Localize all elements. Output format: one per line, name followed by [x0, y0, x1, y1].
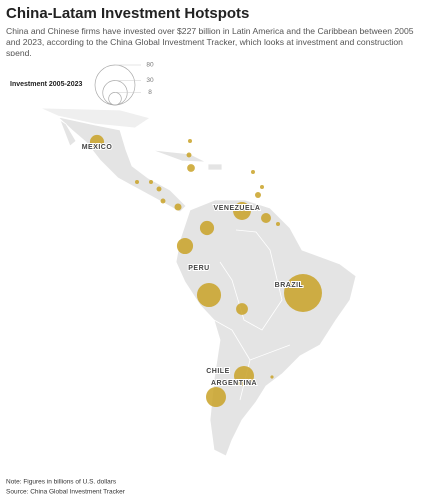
hispaniola [207, 163, 223, 171]
bubble [149, 180, 153, 184]
legend-label: 8 [148, 89, 152, 96]
legend-label: 80 [146, 62, 154, 69]
usa [39, 107, 151, 129]
bubble [156, 186, 162, 192]
bubble [255, 192, 261, 198]
bubble [186, 152, 192, 158]
south-america [175, 199, 357, 457]
bubbles [89, 134, 322, 407]
bubble [233, 202, 251, 220]
legend: 80 30 8 [94, 62, 154, 106]
title: China-Latam Investment Hotspots [6, 5, 249, 22]
bubble [135, 180, 139, 184]
bubble [276, 222, 280, 226]
bubble [174, 203, 182, 211]
legend-title: Investment 2005-2023 [10, 81, 82, 88]
country-label: PERU [188, 265, 209, 272]
legend-circle [94, 64, 136, 106]
legend-label: 30 [146, 77, 154, 84]
bubble [196, 282, 222, 308]
bubble [89, 134, 105, 150]
country-label: ARGENTINA [211, 380, 257, 387]
bubble [199, 220, 215, 236]
cuba [151, 149, 207, 163]
subtitle-box: China and Chinese firms have invested ov… [6, 26, 414, 56]
bubble [160, 198, 166, 204]
country-labels: MEXICO VENEZUELA PERU BRAZIL CHILE ARGENTINA [81, 143, 304, 388]
bubble [261, 213, 271, 223]
bubble [251, 170, 255, 174]
bubble [236, 303, 248, 315]
bubble [270, 375, 274, 379]
bubble [188, 139, 192, 143]
note: Note: Figures in billions of U.S. dollar… [6, 479, 117, 486]
bubble [234, 366, 254, 386]
legend-circle [108, 92, 122, 106]
country-label: VENEZUELA [214, 205, 261, 212]
baja [59, 118, 77, 147]
source: Source: China Global Investment Tracker [6, 489, 126, 496]
mexico-central-america [56, 116, 187, 213]
bubble [206, 387, 226, 407]
subtitle: China and Chinese firms have invested ov… [6, 26, 414, 56]
country-label: BRAZIL [275, 282, 304, 289]
bubble [176, 237, 194, 255]
bubble [284, 274, 322, 312]
legend-circle [102, 80, 128, 106]
bubble [260, 185, 264, 189]
bubble [187, 164, 195, 172]
country-label: CHILE [206, 368, 230, 375]
country-label: MEXICO [82, 144, 113, 151]
